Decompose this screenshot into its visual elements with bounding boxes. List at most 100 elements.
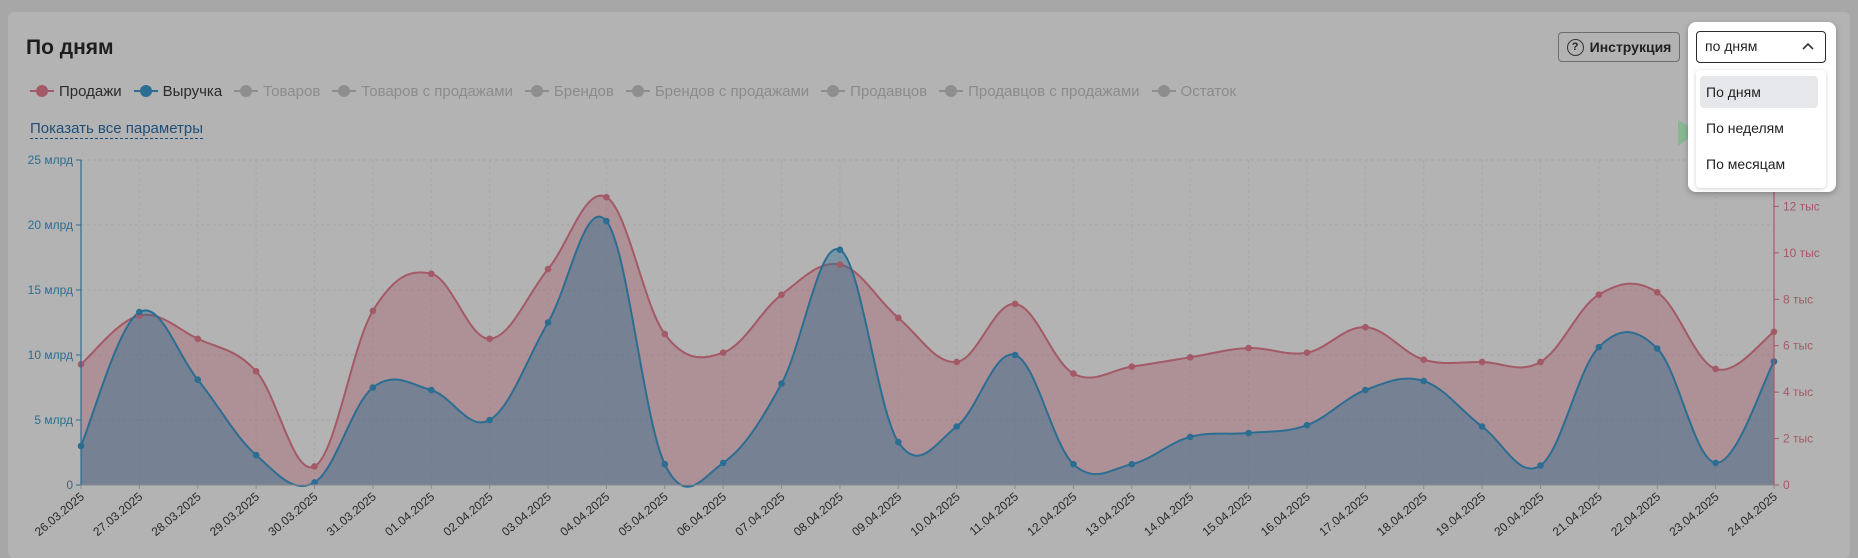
x-tick-label: 09.04.2025	[849, 489, 904, 539]
option-by-days[interactable]: По дням	[1700, 76, 1818, 108]
revenue-point	[427, 386, 435, 394]
revenue-point	[252, 451, 260, 459]
sales-point	[194, 335, 202, 343]
y-right-tick-label: 0	[1783, 478, 1790, 492]
sales-point	[544, 265, 552, 273]
x-tick-label: 18.04.2025	[1375, 489, 1430, 539]
period-select[interactable]: по дням	[1696, 31, 1826, 63]
y-left-tick-label: 0	[66, 478, 73, 492]
revenue-point	[895, 438, 902, 446]
sales-point	[778, 291, 785, 298]
sales-point	[719, 349, 727, 356]
legend-label: Товаров с продажами	[361, 82, 513, 100]
legend-label: Продавцов	[850, 82, 928, 100]
legend-item-4[interactable]: Брендов	[524, 82, 614, 100]
revenue-point	[953, 423, 960, 430]
sales-point	[836, 261, 844, 268]
revenue-area	[81, 216, 1774, 487]
sales-point	[1595, 291, 1603, 298]
show-all-params-link[interactable]: Показать все параметры	[30, 120, 204, 139]
x-tick-label: 14.04.2025	[1141, 489, 1196, 539]
legend-item-1[interactable]: Выручка	[133, 82, 223, 100]
revenue-point	[1478, 423, 1486, 430]
legend-marker-icon	[332, 85, 357, 97]
x-tick-label: 08.04.2025	[791, 489, 846, 539]
x-tick-label: 05.04.2025	[616, 489, 671, 539]
sales-point	[603, 193, 610, 201]
x-tick-label: 23.04.2025	[1667, 489, 1722, 539]
x-tick-label: 10.04.2025	[908, 489, 963, 539]
sales-point	[1186, 354, 1194, 361]
x-tick-label: 26.03.2025	[32, 489, 87, 539]
revenue-point	[1128, 460, 1136, 468]
legend-label: Брендов	[553, 82, 614, 100]
x-tick-label: 30.03.2025	[265, 489, 320, 539]
y-right-tick-label: 10 тыс	[1783, 246, 1820, 260]
x-tick-label: 13.04.2025	[1083, 489, 1138, 539]
instruction-button[interactable]: ? Инструкция	[1558, 32, 1680, 62]
revenue-line	[80, 215, 1775, 488]
legend-label: Остаток	[1180, 82, 1237, 100]
sales-point	[369, 307, 377, 315]
revenue-point	[1245, 429, 1252, 437]
y-left-tick-label: 5 млрд	[34, 413, 73, 427]
sales-point	[311, 463, 318, 470]
y-right-tick-label: 4 тыс	[1783, 385, 1813, 399]
legend-item-3[interactable]: Товаров с продажами	[332, 83, 513, 100]
x-tick-label: 07.04.2025	[732, 489, 787, 539]
sales-area	[81, 195, 1774, 485]
period-options-list: По дням По неделям По месяцам	[1696, 70, 1826, 188]
x-tick-label: 06.04.2025	[674, 489, 729, 539]
x-tick-label: 31.03.2025	[324, 489, 379, 539]
legend-label: Товаров	[263, 82, 321, 100]
revenue-point	[719, 459, 727, 467]
x-tick-label: 22.04.2025	[1608, 489, 1663, 539]
legend-marker-icon	[133, 85, 158, 97]
legend-item-8[interactable]: Остаток	[1151, 82, 1237, 100]
page-title: По дням	[26, 36, 114, 59]
sales-point	[1478, 358, 1486, 366]
legend-label: Выручка	[162, 82, 223, 100]
chart-legend: Продажи Выручка Товаров Товаров с продажами…	[30, 80, 1248, 102]
option-by-weeks[interactable]: По неделям	[1706, 120, 1784, 136]
x-tick-label: 27.03.2025	[90, 489, 145, 539]
revenue-point	[603, 217, 610, 225]
y-right-tick-label: 12 тыс	[1783, 199, 1820, 213]
legend-item-5[interactable]: Брендов с продажами	[625, 83, 809, 100]
y-left-tick-label: 25 млрд	[28, 153, 73, 167]
legend-item-0[interactable]: Продажи	[30, 83, 122, 100]
legend-item-6[interactable]: Продавцов	[821, 83, 927, 100]
sales-point	[427, 270, 435, 278]
x-tick-label: 29.03.2025	[207, 489, 262, 539]
y-left-tick-label: 20 млрд	[28, 218, 73, 232]
x-tick-label: 17.04.2025	[1316, 489, 1371, 539]
legend-item-2[interactable]: Товаров	[234, 83, 320, 100]
x-tick-label: 16.04.2025	[1258, 489, 1313, 539]
x-tick-label: 01.04.2025	[382, 489, 437, 539]
sales-point	[953, 358, 960, 366]
sales-point	[1653, 289, 1661, 296]
revenue-point	[1653, 345, 1661, 352]
revenue-point	[1595, 343, 1603, 351]
y-right-tick-label: 8 тыс	[1783, 292, 1813, 306]
revenue-point	[1420, 377, 1428, 385]
legend-marker-icon	[30, 85, 54, 97]
x-tick-label: 28.03.2025	[149, 489, 204, 539]
legend-marker-icon	[1151, 85, 1176, 97]
sales-point	[486, 335, 493, 343]
sales-point	[1303, 349, 1311, 356]
legend-marker-icon	[939, 85, 964, 97]
sales-point	[895, 314, 902, 322]
x-tick-label: 20.04.2025	[1491, 489, 1546, 539]
sales-point	[1537, 358, 1544, 366]
sales-point	[1712, 365, 1719, 373]
x-tick-label: 24.04.2025	[1725, 489, 1780, 539]
sales-point	[1362, 323, 1369, 331]
legend-item-7[interactable]: Продавцов с продажами	[939, 83, 1140, 100]
y-left-tick-label: 10 млрд	[28, 348, 73, 362]
revenue-point	[1070, 460, 1077, 468]
option-by-months[interactable]: По месяцам	[1706, 156, 1786, 172]
x-tick-label: 21.04.2025	[1550, 489, 1605, 539]
y-left-tick-label: 15 млрд	[28, 283, 73, 297]
